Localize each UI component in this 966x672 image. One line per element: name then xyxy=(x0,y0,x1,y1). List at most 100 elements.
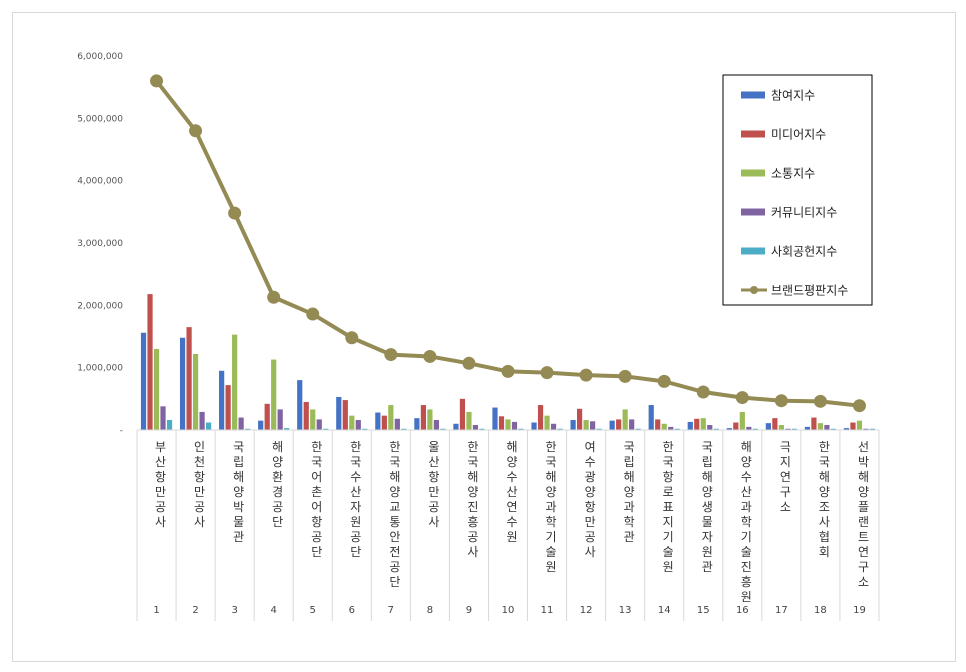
bar xyxy=(205,422,212,430)
bar xyxy=(869,428,876,430)
category-number-label: 5 xyxy=(310,605,316,616)
category-number-label: 8 xyxy=(427,605,433,616)
bar xyxy=(310,409,316,430)
bar xyxy=(668,426,674,430)
category-number-label: 3 xyxy=(231,605,237,616)
category-number-label: 12 xyxy=(580,605,593,616)
bar xyxy=(687,421,693,430)
bar xyxy=(746,426,752,430)
bar xyxy=(544,415,550,430)
bar xyxy=(166,420,173,430)
y-tick-label: - xyxy=(120,426,123,436)
bar xyxy=(694,418,700,430)
bar xyxy=(518,428,524,430)
bar xyxy=(225,385,231,430)
category-number-label: 19 xyxy=(853,605,866,616)
bar xyxy=(498,416,505,430)
bar xyxy=(186,327,192,430)
category-number-label: 7 xyxy=(388,605,394,616)
bar xyxy=(726,428,732,430)
bar xyxy=(140,332,147,430)
bar xyxy=(401,428,407,430)
bar xyxy=(772,418,778,430)
legend-label: 소통지수 xyxy=(771,167,815,181)
legend-label: 사회공헌지수 xyxy=(771,245,837,259)
bar xyxy=(596,428,602,430)
bar xyxy=(381,415,387,430)
category-number-label: 10 xyxy=(502,605,515,616)
bar xyxy=(590,421,596,430)
bar xyxy=(752,428,758,430)
bar xyxy=(629,419,635,430)
bar xyxy=(394,418,400,430)
bar xyxy=(472,425,479,430)
legend-swatch xyxy=(741,130,765,138)
bar xyxy=(258,420,264,430)
y-tick-label: 3,000,000 xyxy=(77,239,123,249)
x-axis: 부 산 항 만 공 사 1 인 천 항 만 공 사 2 국 립 해 양 박 물 관 3 해 양 환 경 공 단 4 한 국 어 촌 어 항 공 단 5 한 국… xyxy=(136,429,880,621)
category-number-label: 4 xyxy=(270,605,276,616)
bar xyxy=(342,400,348,430)
y-tick-label: 4,000,000 xyxy=(77,177,123,187)
bar xyxy=(811,417,817,430)
line-point xyxy=(306,307,320,321)
bar xyxy=(316,419,322,430)
line-point xyxy=(735,391,749,405)
line-point xyxy=(774,394,788,408)
category-number-label: 14 xyxy=(658,605,671,616)
bar xyxy=(765,423,771,430)
bar xyxy=(433,420,439,430)
category-number-label: 17 xyxy=(775,605,788,616)
bar xyxy=(583,420,589,430)
bar xyxy=(655,419,661,430)
bar xyxy=(713,428,719,430)
y-tick-label: 5,000,000 xyxy=(77,114,123,124)
line-point xyxy=(345,331,359,345)
bar xyxy=(824,425,830,430)
bar xyxy=(440,428,446,430)
line-point xyxy=(852,399,866,413)
legend-label: 브랜드평판지수 xyxy=(771,284,848,298)
bar xyxy=(199,411,205,430)
line-point xyxy=(228,206,242,220)
bar xyxy=(492,407,498,430)
bar xyxy=(323,428,329,430)
category-number-label: 2 xyxy=(192,605,198,616)
bar xyxy=(355,420,361,430)
line-point xyxy=(150,74,164,88)
bar xyxy=(219,370,225,430)
y-axis: - 1,000,000 2,000,000 3,000,000 4,000,000 5,0… xyxy=(77,52,123,436)
y-tick-label: 2,000,000 xyxy=(77,301,123,311)
bar xyxy=(375,412,381,430)
bars xyxy=(140,294,876,430)
category-number-label: 13 xyxy=(619,605,632,616)
category-number-label: 11 xyxy=(541,605,554,616)
bar xyxy=(577,408,583,430)
line-point xyxy=(267,290,281,304)
legend-label: 커뮤니티지수 xyxy=(771,206,837,220)
bar xyxy=(609,420,615,430)
legend-box xyxy=(722,74,873,306)
legend-label: 미디어지수 xyxy=(771,128,826,142)
bar xyxy=(733,422,739,430)
bar xyxy=(550,423,557,430)
line-point xyxy=(540,366,554,380)
bar xyxy=(264,403,270,430)
bar xyxy=(271,359,277,430)
chart-frame: - 1,000,000 2,000,000 3,000,000 4,000,000 5,0… xyxy=(12,12,956,662)
bar xyxy=(466,411,472,430)
legend-swatch xyxy=(741,91,765,99)
